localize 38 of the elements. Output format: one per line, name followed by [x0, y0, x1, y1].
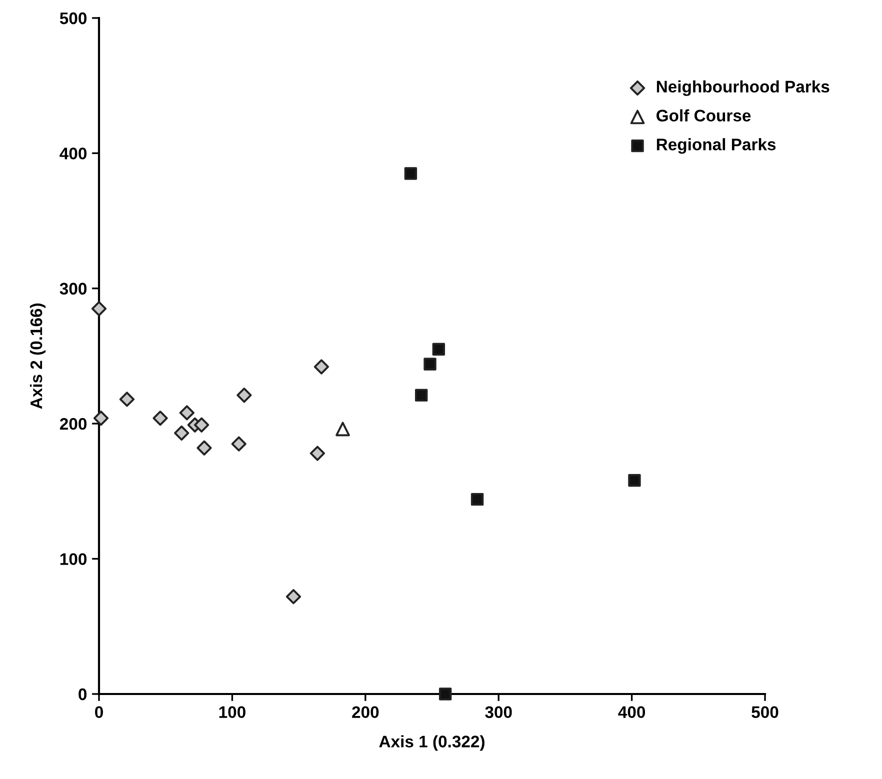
point — [432, 342, 446, 356]
point — [628, 474, 641, 487]
point — [91, 301, 107, 316]
y-tick-label: 200 — [60, 418, 87, 430]
point — [231, 436, 246, 452]
point — [194, 417, 210, 433]
y-axis-title: Axis 2 (0.166) — [30, 304, 46, 409]
y-tick-label: 0 — [78, 688, 87, 700]
point — [470, 492, 484, 506]
y-tick-label: 100 — [60, 553, 87, 566]
point — [310, 446, 326, 461]
y-tick-label: 500 — [60, 12, 87, 24]
point — [174, 426, 190, 441]
x-tick-label: 200 — [352, 706, 379, 718]
x-tick-label: 500 — [752, 706, 778, 718]
x-tick-label: 100 — [219, 706, 246, 718]
point — [179, 405, 194, 420]
x-axis-title: Axis 1 (0.322) — [379, 735, 484, 751]
x-tick-label: 0 — [95, 706, 103, 718]
legend-label: Regional Parks — [656, 138, 776, 154]
legend-label: Neighbourhood Parks — [656, 80, 830, 96]
point — [314, 359, 330, 374]
point — [93, 410, 109, 426]
point — [424, 358, 436, 370]
point — [414, 388, 428, 402]
point — [404, 167, 418, 180]
x-tick-label: 400 — [618, 706, 646, 718]
point — [152, 410, 168, 426]
point — [196, 440, 212, 456]
point — [236, 388, 252, 403]
y-tick-label: 400 — [60, 148, 87, 160]
point — [119, 392, 135, 407]
point — [336, 422, 350, 436]
point — [438, 688, 452, 700]
y-tick-label: 300 — [60, 282, 87, 295]
legend-label: Golf Course — [656, 109, 751, 122]
x-tick-label: 300 — [485, 706, 512, 718]
point — [286, 589, 302, 604]
